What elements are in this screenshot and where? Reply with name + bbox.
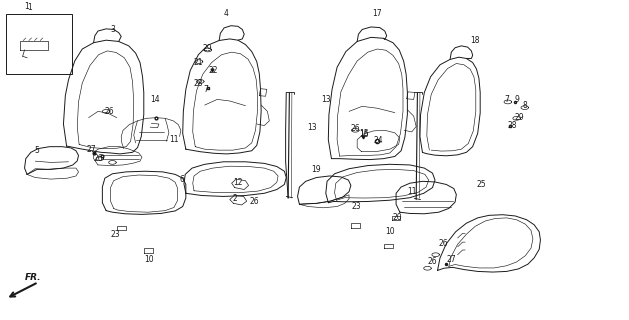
Text: 28: 28 [508, 121, 517, 130]
Text: 1: 1 [27, 3, 32, 12]
Text: 13: 13 [321, 94, 331, 103]
Text: 26: 26 [94, 154, 103, 164]
Bar [6, 14, 72, 74]
Text: 19: 19 [311, 165, 320, 174]
Text: 11: 11 [169, 135, 179, 144]
Text: 21: 21 [193, 58, 203, 67]
Text: 8: 8 [522, 101, 527, 110]
Text: 25: 25 [476, 180, 486, 188]
Text: 13: 13 [307, 123, 316, 132]
Text: 26: 26 [104, 107, 114, 116]
Text: 26: 26 [351, 124, 360, 133]
Text: 6: 6 [179, 175, 184, 184]
Text: 23: 23 [111, 230, 120, 239]
Text: 22: 22 [208, 66, 218, 75]
Text: 7: 7 [504, 94, 509, 103]
Text: 5: 5 [35, 147, 40, 156]
Text: 1: 1 [25, 2, 30, 11]
Text: 29: 29 [514, 113, 524, 123]
Text: 29: 29 [203, 44, 213, 53]
Text: 2: 2 [233, 194, 238, 203]
Text: FR.: FR. [25, 273, 41, 282]
Text: 17: 17 [372, 10, 382, 19]
Text: 15: 15 [359, 129, 369, 138]
Text: 26: 26 [439, 239, 448, 248]
Text: 10: 10 [386, 227, 395, 236]
Text: 9: 9 [514, 94, 519, 103]
Text: 27: 27 [87, 145, 96, 154]
Text: 28: 28 [194, 79, 204, 88]
Text: 10: 10 [144, 255, 153, 264]
Text: 26: 26 [250, 197, 260, 206]
Text: 7: 7 [203, 85, 208, 94]
Text: 3: 3 [111, 25, 115, 34]
Text: 14: 14 [150, 94, 160, 103]
Text: 11: 11 [408, 188, 417, 196]
Text: 12: 12 [233, 178, 243, 187]
Text: 27: 27 [447, 255, 456, 264]
Text: 4: 4 [223, 10, 228, 19]
Text: 24: 24 [374, 136, 383, 145]
Text: 20: 20 [393, 213, 403, 222]
Text: 23: 23 [352, 202, 361, 211]
Text: 16: 16 [360, 130, 369, 139]
Text: 18: 18 [470, 36, 480, 45]
Text: 26: 26 [428, 257, 437, 266]
